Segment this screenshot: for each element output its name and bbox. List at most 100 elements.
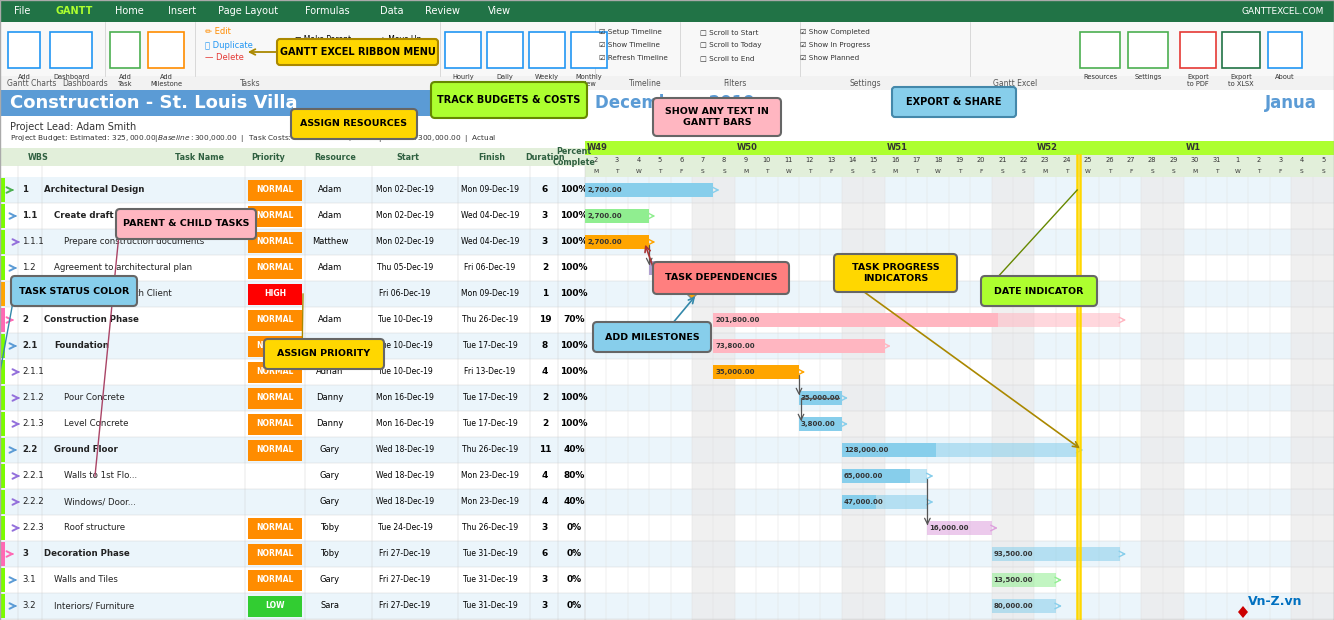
Text: Roof structure: Roof structure <box>64 523 125 533</box>
Text: 35,000.00: 35,000.00 <box>715 369 755 375</box>
Bar <box>0 90 586 116</box>
Text: Adrian: Adrian <box>316 368 344 376</box>
Bar <box>1222 32 1261 68</box>
Text: 11: 11 <box>784 157 792 164</box>
Bar <box>1313 177 1334 203</box>
Bar <box>0 177 586 203</box>
Bar <box>799 417 842 432</box>
Bar <box>1013 437 1034 463</box>
Text: 2: 2 <box>542 264 548 273</box>
Bar <box>1291 203 1313 229</box>
Bar <box>692 463 714 489</box>
Text: S: S <box>1171 169 1175 174</box>
Text: 2: 2 <box>1257 157 1261 164</box>
Text: ☑ Setup Timeline: ☑ Setup Timeline <box>599 29 662 35</box>
FancyBboxPatch shape <box>431 82 587 118</box>
Bar <box>991 411 1013 437</box>
Bar <box>0 178 5 202</box>
Text: 73,800.00: 73,800.00 <box>715 343 755 349</box>
Text: Dashboards: Dashboards <box>63 79 108 87</box>
Bar <box>1291 177 1313 203</box>
Text: 6: 6 <box>679 157 683 164</box>
Bar <box>991 567 1013 593</box>
Bar <box>692 359 714 385</box>
Bar <box>692 541 714 567</box>
Text: 14: 14 <box>848 157 856 164</box>
Polygon shape <box>15 289 25 299</box>
Bar <box>1142 593 1163 619</box>
Text: 27: 27 <box>1126 157 1135 164</box>
Bar <box>248 309 301 330</box>
Bar <box>248 595 301 616</box>
Bar <box>248 388 301 409</box>
FancyBboxPatch shape <box>264 339 384 369</box>
Bar <box>1013 593 1034 619</box>
Bar <box>0 230 5 254</box>
Bar <box>1313 463 1334 489</box>
Bar <box>1291 359 1313 385</box>
Bar <box>1142 177 1163 203</box>
Text: NORMAL: NORMAL <box>256 211 293 221</box>
Text: 3: 3 <box>542 601 548 611</box>
Bar <box>1013 359 1034 385</box>
Bar <box>714 255 735 281</box>
Text: Mon 09-Dec-19: Mon 09-Dec-19 <box>462 290 519 298</box>
Bar <box>0 437 586 463</box>
Bar <box>1163 333 1185 359</box>
Text: 1.3: 1.3 <box>21 290 36 298</box>
Bar <box>586 333 1334 359</box>
Bar <box>248 361 301 383</box>
Text: Fri 13-Dec-19: Fri 13-Dec-19 <box>464 368 515 376</box>
Text: T: T <box>958 169 962 174</box>
Bar <box>714 281 735 307</box>
Text: Decoration Phase: Decoration Phase <box>44 549 129 559</box>
Bar <box>1142 411 1163 437</box>
Bar <box>863 567 884 593</box>
Bar <box>586 619 1334 620</box>
Text: — Delete: — Delete <box>205 53 244 63</box>
Bar <box>1163 203 1185 229</box>
Bar <box>692 385 714 411</box>
Bar <box>1313 567 1334 593</box>
Polygon shape <box>687 289 696 299</box>
Bar <box>0 463 586 489</box>
Text: Weekly
View: Weekly View <box>535 74 559 87</box>
Text: Adrian: Adrian <box>316 342 344 350</box>
Bar <box>1313 333 1334 359</box>
Bar <box>863 281 884 307</box>
Bar <box>863 593 884 619</box>
Bar <box>863 229 884 255</box>
Text: T: T <box>1065 169 1069 174</box>
Bar <box>1313 489 1334 515</box>
Text: 26: 26 <box>1105 157 1114 164</box>
Text: Priority: Priority <box>251 153 285 161</box>
Bar <box>863 359 884 385</box>
Text: W: W <box>935 169 940 174</box>
Bar <box>714 411 735 437</box>
Bar <box>842 177 863 203</box>
Text: NORMAL: NORMAL <box>256 316 293 324</box>
Bar <box>1313 307 1334 333</box>
Text: 13: 13 <box>827 157 835 164</box>
Text: ▲ Move Up: ▲ Move Up <box>380 35 422 45</box>
Text: 1: 1 <box>542 290 548 298</box>
Text: ADD MILESTONES: ADD MILESTONES <box>604 332 699 342</box>
Text: Danny: Danny <box>316 420 344 428</box>
Text: W: W <box>1085 169 1091 174</box>
Text: Start: Start <box>396 153 419 161</box>
Text: S: S <box>1000 169 1005 174</box>
Text: NORMAL: NORMAL <box>256 368 293 376</box>
Bar <box>714 619 735 620</box>
Bar <box>0 256 5 280</box>
Bar <box>0 411 586 437</box>
Text: Vn-Z.vn: Vn-Z.vn <box>1249 595 1302 608</box>
Bar <box>1313 385 1334 411</box>
Bar <box>842 619 863 620</box>
Bar <box>586 255 1334 281</box>
Text: S: S <box>872 169 876 174</box>
Text: Gary: Gary <box>320 471 340 480</box>
Text: GANTT EXCEL RIBBON MENU: GANTT EXCEL RIBBON MENU <box>280 47 435 57</box>
Bar <box>1142 359 1163 385</box>
Text: 3: 3 <box>542 523 548 533</box>
Bar <box>0 490 5 514</box>
